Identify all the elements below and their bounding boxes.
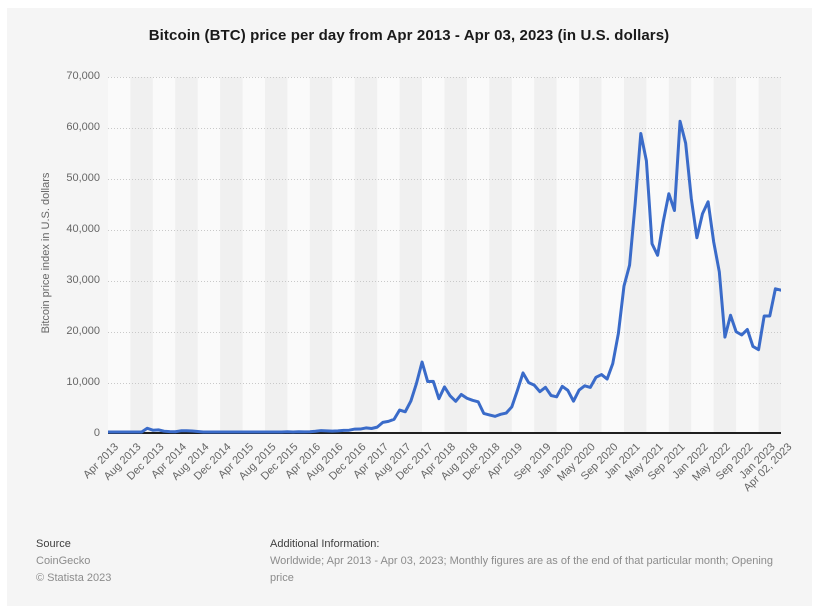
- y-axis-tick-label: 0: [93, 427, 100, 439]
- footer-source-block: Source CoinGecko © Statista 2023: [36, 536, 111, 587]
- chart-title: Bitcoin (BTC) price per day from Apr 201…: [148, 27, 670, 44]
- background-band: [175, 77, 198, 434]
- background-band: [444, 77, 467, 434]
- background-band: [265, 77, 288, 434]
- background-band: [713, 77, 737, 434]
- background-band: [758, 77, 781, 434]
- y-axis-tick-label: 40,000: [66, 223, 100, 235]
- background-band: [534, 77, 557, 434]
- bitcoin-price-line: [106, 119, 783, 434]
- background-band: [623, 77, 647, 434]
- background-band: [422, 77, 445, 434]
- background-band: [668, 77, 692, 434]
- y-axis-tick-label: 20,000: [66, 325, 100, 337]
- background-band: [220, 77, 243, 434]
- background-band: [511, 77, 535, 434]
- background-band: [197, 77, 221, 434]
- source-name: CoinGecko: [36, 555, 91, 567]
- background-band: [736, 77, 759, 434]
- background-band: [130, 77, 153, 434]
- y-axis-tick-label: 70,000: [66, 70, 100, 82]
- background-band: [399, 77, 423, 434]
- additional-info-label: Additional Information:: [270, 538, 380, 550]
- background-band: [354, 77, 378, 434]
- y-axis-tick-label: 60,000: [66, 121, 100, 133]
- source-label: Source: [36, 538, 71, 550]
- background-band: [108, 77, 131, 434]
- background-band: [287, 77, 310, 434]
- background-band: [152, 77, 176, 434]
- y-axis-title: Bitcoin price index in U.S. dollars: [40, 172, 52, 334]
- copyright: © Statista 2023: [36, 572, 112, 584]
- background-band: [466, 77, 490, 434]
- background-band: [691, 77, 714, 434]
- background-band: [556, 77, 580, 434]
- plot-area: [106, 77, 783, 434]
- background-band: [489, 77, 512, 434]
- background-band: [579, 77, 602, 434]
- background-band: [309, 77, 333, 434]
- y-axis-tick-label: 10,000: [66, 376, 100, 388]
- y-axis-tick-label: 30,000: [66, 274, 100, 286]
- background-band: [601, 77, 624, 434]
- line-chart-svg: [106, 77, 783, 434]
- background-band: [332, 77, 355, 434]
- background-band: [242, 77, 266, 434]
- background-band: [377, 77, 400, 434]
- additional-info-text: Worldwide; Apr 2013 - Apr 03, 2023; Mont…: [270, 555, 774, 584]
- footer-additional-info-block: Additional Information: Worldwide; Apr 2…: [270, 536, 790, 587]
- y-axis-tick-label: 50,000: [66, 172, 100, 184]
